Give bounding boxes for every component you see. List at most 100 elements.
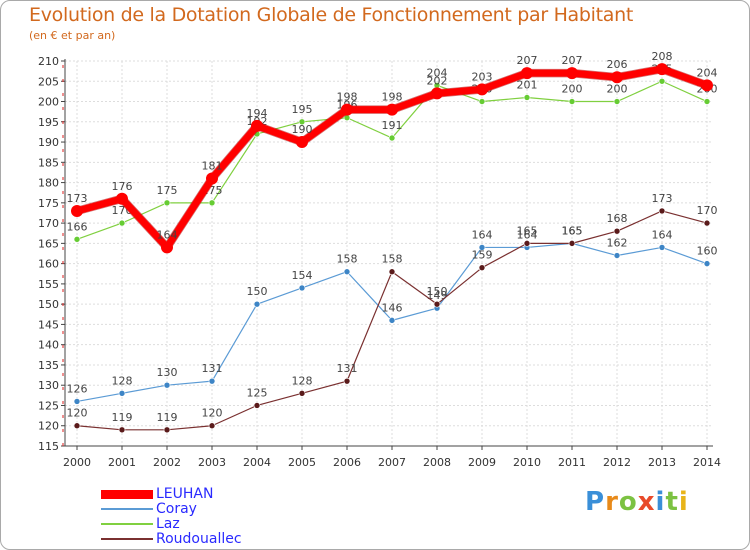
data-label: 195 (292, 103, 313, 116)
data-label: 126 (67, 382, 88, 395)
data-label: 202 (427, 74, 448, 87)
data-point (73, 422, 81, 430)
data-point (73, 398, 81, 405)
logo-letter: P (585, 487, 606, 517)
data-point (253, 300, 261, 308)
data-label: 158 (382, 253, 403, 266)
x-tick-label: 2011 (558, 456, 586, 469)
data-point (71, 204, 83, 217)
legend-item-coray: Coray (101, 501, 197, 517)
x-tick-label: 2008 (423, 456, 451, 469)
data-label: 150 (247, 285, 268, 298)
y-tick-label: 115 (38, 440, 59, 453)
data-label: 146 (382, 301, 403, 314)
data-point (701, 79, 713, 92)
x-tick-label: 2007 (378, 456, 406, 469)
data-point (298, 284, 306, 292)
data-point (73, 236, 81, 243)
data-point (343, 268, 351, 276)
data-label: 162 (607, 237, 628, 250)
logo-letter: i (678, 487, 689, 517)
y-tick-label: 210 (38, 55, 59, 68)
y-tick-label: 190 (38, 136, 59, 149)
data-label: 200 (607, 83, 628, 96)
data-point (523, 240, 531, 247)
data-label: 120 (202, 407, 223, 420)
y-tick-label: 150 (38, 298, 59, 311)
data-point (431, 87, 443, 100)
data-label: 191 (382, 119, 403, 132)
data-point (116, 192, 128, 205)
data-point (388, 134, 396, 142)
y-tick-label: 125 (38, 399, 59, 412)
data-point (163, 381, 171, 389)
data-point (613, 227, 621, 235)
data-point (478, 264, 486, 271)
y-tick-label: 130 (38, 379, 59, 392)
data-label: 168 (607, 212, 628, 225)
data-point (118, 390, 126, 397)
data-point (118, 426, 126, 434)
data-point (478, 244, 486, 251)
data-point (118, 219, 126, 227)
data-point (613, 98, 621, 105)
data-label: 166 (67, 220, 88, 233)
y-tick-label: 170 (38, 217, 59, 230)
data-point (343, 377, 351, 385)
logo-letter: i (655, 487, 666, 517)
legend-swatch (101, 523, 153, 525)
data-point (161, 241, 173, 254)
chart-subtitle: (en € et par an) (29, 29, 116, 42)
data-point (298, 390, 306, 397)
data-label: 128 (292, 374, 313, 387)
data-label: 173 (67, 192, 88, 205)
x-tick-label: 2004 (243, 456, 271, 469)
logo-letter: r (605, 487, 619, 517)
data-point (296, 136, 308, 149)
data-point (208, 377, 216, 385)
data-point (658, 77, 666, 85)
data-point (298, 118, 306, 126)
data-label: 130 (157, 366, 178, 379)
data-point (568, 240, 576, 247)
data-label: 131 (202, 362, 223, 375)
data-label: 159 (472, 249, 493, 262)
data-point (251, 119, 263, 132)
data-label: 198 (382, 91, 403, 104)
logo-letter: x (637, 487, 656, 517)
y-tick-label: 155 (38, 278, 59, 291)
data-label: 176 (112, 180, 133, 193)
data-label: 131 (337, 362, 358, 375)
data-point (476, 83, 488, 96)
data-point (658, 207, 666, 215)
x-tick-label: 2001 (108, 456, 136, 469)
legend-label: Roudouallec (156, 531, 242, 547)
data-label: 164 (157, 228, 178, 241)
data-point (568, 98, 576, 105)
legend-swatch (101, 508, 153, 510)
logo-letter: o (618, 487, 638, 517)
data-point (613, 252, 621, 259)
data-label: 165 (562, 224, 583, 237)
data-label: 128 (112, 374, 133, 387)
data-label: 165 (517, 224, 538, 237)
data-label: 165 (562, 224, 583, 237)
data-point (388, 268, 396, 276)
data-point (611, 71, 623, 84)
data-point (478, 98, 486, 105)
data-label: 204 (427, 66, 448, 79)
y-tick-label: 145 (38, 318, 59, 331)
data-point (208, 422, 216, 430)
legend-item-laz: Laz (101, 516, 180, 532)
data-label: 120 (67, 407, 88, 420)
data-point (163, 426, 171, 434)
x-tick-label: 2014 (693, 456, 721, 469)
data-label: 170 (697, 204, 718, 217)
y-tick-label: 205 (38, 75, 59, 88)
data-label: 154 (292, 269, 313, 282)
data-point (566, 67, 578, 80)
data-point (386, 103, 398, 116)
data-label: 203 (472, 70, 493, 83)
data-point (253, 402, 261, 409)
